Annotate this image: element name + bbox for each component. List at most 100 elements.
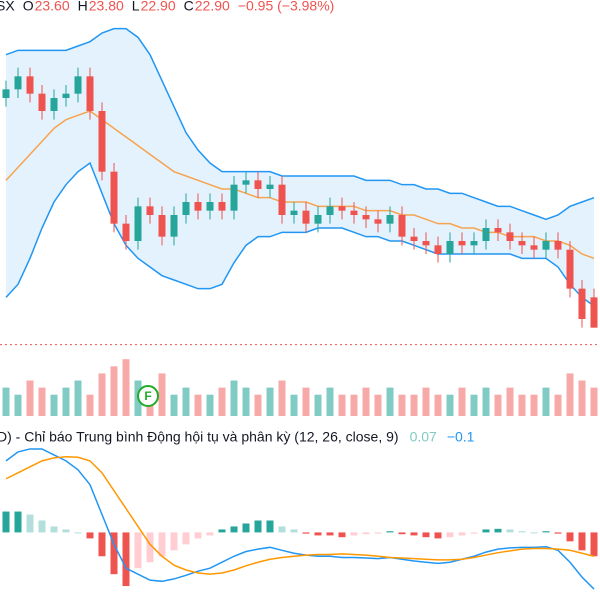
macd-value: 0.07: [410, 429, 437, 445]
volume-bar: [470, 394, 478, 416]
candle-body: [398, 215, 406, 237]
volume-bar: [122, 359, 130, 416]
macd-histogram-bar: [278, 526, 286, 533]
volume-bar: [410, 394, 418, 416]
macd-histogram-bar: [590, 532, 598, 557]
macd-histogram-bar: [362, 532, 370, 535]
candle-body: [170, 215, 178, 237]
header-text: O: [23, 0, 34, 14]
candle-body: [518, 241, 526, 246]
candle-body: [302, 210, 310, 224]
candle-body: [110, 171, 118, 224]
volume-layer: [2, 359, 598, 416]
candle-body: [350, 210, 358, 215]
candle-body: [38, 93, 46, 111]
macd-histogram-bar: [146, 532, 154, 563]
signal-line: [5, 455, 595, 575]
volume-bar: [350, 394, 358, 416]
candle-body: [590, 297, 598, 328]
volume-bar: [398, 394, 406, 416]
macd-histogram-bar: [14, 511, 22, 533]
candle-body: [86, 76, 94, 111]
volume-bar: [518, 394, 526, 416]
volume-bar: [74, 380, 82, 416]
macd-histogram-bar: [338, 532, 346, 538]
macd-histogram-bar: [218, 529, 226, 533]
macd-histogram-bar: [86, 532, 94, 539]
macd-histogram-bar: [2, 511, 10, 533]
macd-histogram-bar: [350, 532, 358, 536]
macd-histogram-bar: [170, 532, 178, 551]
marker-circle: [137, 385, 159, 407]
candle-body: [338, 206, 346, 211]
candle-body: [494, 228, 502, 233]
candle-body: [374, 219, 382, 224]
macd-histogram-bar: [398, 532, 406, 535]
volume-bar: [14, 394, 22, 416]
macd-histogram-bar: [302, 532, 310, 534]
volume-bar: [38, 387, 46, 416]
volume-bar: [206, 394, 214, 416]
volume-bar: [362, 387, 370, 416]
macd-histogram-bar: [182, 532, 190, 545]
volume-bar: [590, 387, 598, 416]
candle-body: [410, 236, 418, 241]
macd-histogram-bar: [542, 531, 550, 533]
volume-bar: [110, 366, 118, 416]
volume-bar: [434, 394, 442, 416]
candle-body: [290, 210, 298, 215]
volume-bar: [386, 387, 394, 416]
macd-histogram-bar: [98, 532, 106, 557]
macd-histogram-bar: [410, 532, 418, 536]
candle-body: [446, 241, 454, 254]
candle-body: [146, 206, 154, 215]
volume-bar: [98, 373, 106, 416]
event-marker[interactable]: F: [137, 385, 159, 407]
macd-histogram-bar: [446, 532, 454, 538]
macd-histogram-bar: [518, 531, 526, 533]
macd-histogram-bar: [110, 532, 118, 575]
candle-body: [314, 215, 322, 224]
macd-histogram-bar: [206, 532, 214, 536]
volume-bar: [374, 394, 382, 416]
macd-histogram-bar: [386, 531, 394, 533]
macd-histogram-bar: [254, 520, 262, 533]
candle-body: [482, 228, 490, 241]
macd-histogram-bar: [290, 529, 298, 533]
candle-body: [122, 223, 130, 241]
candle-body: [470, 241, 478, 246]
macd-histogram-bar: [434, 532, 442, 539]
volume-bar: [50, 394, 58, 416]
candle-body: [326, 206, 334, 215]
volume-bar: [230, 380, 238, 416]
volume-bar: [554, 394, 562, 416]
candle-body: [50, 98, 58, 111]
candle-body: [242, 180, 250, 185]
candle-body: [134, 206, 142, 241]
macd-histogram-bar: [554, 532, 562, 534]
candle-body: [2, 89, 10, 98]
band-lower: [5, 161, 595, 307]
candle-body: [194, 202, 202, 211]
candle-body: [158, 215, 166, 237]
volume-bar: [194, 394, 202, 416]
candle-body: [434, 245, 442, 254]
candle-body: [266, 184, 274, 189]
volume-bar: [494, 394, 502, 416]
candle-body: [278, 184, 286, 215]
candle-body: [14, 76, 22, 90]
macd-histogram-bar: [230, 526, 238, 533]
volume-bar: [530, 394, 538, 416]
band-upper: [5, 27, 595, 221]
macd-layer: [2, 448, 598, 590]
macd-value: −0.1: [447, 429, 475, 445]
marker-label: F: [144, 389, 151, 403]
header: SX O 23.60 H 23.80 L 22.90 C 22.90 −0.95 (−3.98%): [0, 0, 334, 14]
candle-body: [62, 93, 70, 98]
header-text: 23.60: [35, 0, 70, 14]
macd-histogram-bar: [158, 532, 166, 557]
macd-histogram-bar: [74, 532, 82, 534]
candle-body: [74, 76, 82, 94]
